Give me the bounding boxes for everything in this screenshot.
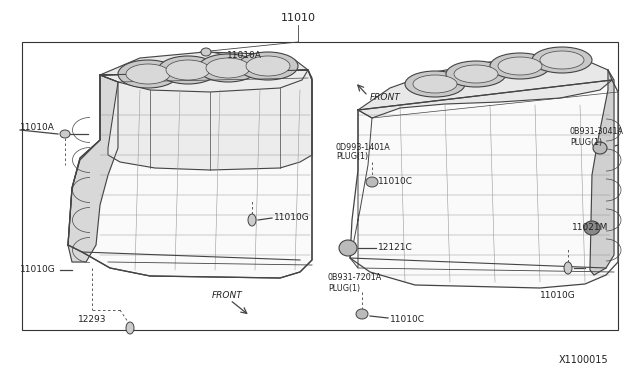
Ellipse shape [246, 56, 290, 76]
Ellipse shape [366, 177, 378, 187]
Ellipse shape [490, 53, 550, 79]
Text: 0B931-3041A: 0B931-3041A [570, 128, 624, 137]
Text: PLUG(1): PLUG(1) [336, 153, 368, 161]
Ellipse shape [206, 58, 250, 78]
Polygon shape [100, 70, 312, 170]
Polygon shape [68, 75, 118, 262]
Text: PLUG(1): PLUG(1) [328, 283, 360, 292]
Ellipse shape [540, 51, 584, 69]
Ellipse shape [446, 61, 506, 87]
Ellipse shape [532, 47, 592, 73]
Ellipse shape [60, 130, 70, 138]
Polygon shape [350, 80, 618, 288]
Text: X1100015: X1100015 [558, 355, 608, 365]
Ellipse shape [126, 64, 170, 84]
Ellipse shape [564, 262, 572, 274]
Text: 0B931-7201A: 0B931-7201A [328, 273, 382, 282]
Text: 11010A: 11010A [227, 51, 262, 60]
Polygon shape [358, 58, 612, 118]
Ellipse shape [198, 54, 258, 82]
Ellipse shape [405, 71, 465, 97]
Polygon shape [100, 52, 308, 92]
Polygon shape [68, 70, 312, 278]
Polygon shape [590, 70, 614, 275]
Ellipse shape [248, 214, 256, 226]
Ellipse shape [126, 322, 134, 334]
Text: PLUG(1): PLUG(1) [570, 138, 602, 147]
Ellipse shape [238, 52, 298, 80]
Ellipse shape [201, 48, 211, 56]
Text: 12121C: 12121C [378, 243, 413, 251]
Ellipse shape [413, 75, 457, 93]
Text: 11010C: 11010C [378, 176, 413, 186]
Text: 11010G: 11010G [540, 291, 576, 299]
Ellipse shape [118, 60, 178, 88]
Ellipse shape [356, 309, 368, 319]
Text: 11021M: 11021M [572, 224, 609, 232]
Text: 11010G: 11010G [20, 266, 56, 275]
Ellipse shape [158, 56, 218, 84]
Ellipse shape [166, 60, 210, 80]
Text: 11010A: 11010A [20, 124, 55, 132]
Ellipse shape [584, 221, 600, 235]
Text: FRONT: FRONT [370, 93, 401, 103]
Text: 12293: 12293 [78, 315, 106, 324]
Text: FRONT: FRONT [212, 292, 243, 301]
Text: 11010: 11010 [280, 13, 316, 23]
Ellipse shape [593, 142, 607, 154]
Ellipse shape [454, 65, 498, 83]
Text: 11010C: 11010C [390, 315, 425, 324]
Bar [22, 42, 618, 330]
Ellipse shape [339, 240, 357, 256]
Text: 11010G: 11010G [274, 212, 310, 221]
Text: 0D993-1401A: 0D993-1401A [336, 142, 391, 151]
Ellipse shape [498, 57, 542, 75]
